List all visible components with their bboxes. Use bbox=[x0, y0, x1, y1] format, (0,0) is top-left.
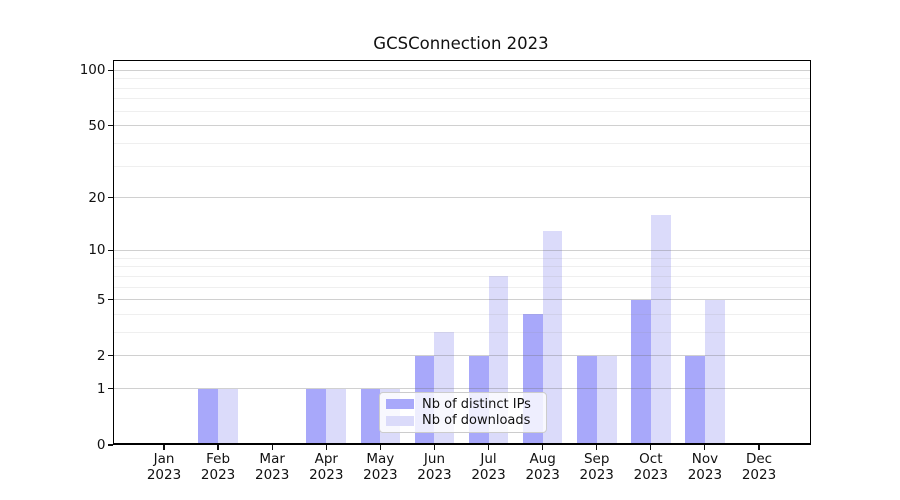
y-tick-label: 1 bbox=[96, 380, 106, 397]
y-tick-label: 5 bbox=[96, 291, 106, 308]
x-tick-mark bbox=[596, 445, 598, 450]
x-tick-mark bbox=[704, 445, 706, 450]
gridline-minor bbox=[112, 165, 811, 167]
x-tick-label: Jul 2023 bbox=[471, 451, 506, 483]
x-tick-label: Mar 2023 bbox=[254, 451, 290, 483]
y-tick-mark bbox=[108, 355, 113, 357]
x-tick-mark bbox=[650, 445, 652, 450]
gridline bbox=[112, 69, 811, 71]
x-tick-mark bbox=[758, 445, 760, 450]
bar-downloads-sep bbox=[596, 355, 617, 445]
y-tick-mark bbox=[108, 69, 113, 71]
chart-title: GCSConnection 2023 bbox=[373, 34, 549, 53]
y-tick-label: 2 bbox=[96, 347, 106, 364]
gridline-minor bbox=[112, 275, 811, 277]
x-tick-mark bbox=[542, 445, 544, 450]
x-tick-mark bbox=[487, 445, 490, 450]
gridline-minor bbox=[112, 98, 811, 100]
y-tick-mark bbox=[108, 249, 113, 251]
x-tick-mark bbox=[163, 445, 165, 450]
bar-distinct-ips-sep bbox=[576, 355, 597, 445]
gridline bbox=[112, 125, 811, 127]
y-tick-mark bbox=[108, 444, 113, 446]
x-tick-mark bbox=[325, 445, 327, 450]
gridline bbox=[112, 388, 811, 390]
x-tick-mark bbox=[433, 445, 436, 450]
y-tick-label: 10 bbox=[88, 242, 106, 259]
y-tick-mark bbox=[108, 388, 113, 390]
gridline-minor bbox=[112, 286, 811, 288]
y-tick-mark bbox=[108, 197, 113, 199]
bar-distinct-ips-apr bbox=[306, 388, 327, 445]
y-tick-label: 100 bbox=[79, 62, 106, 79]
bar-distinct-ips-may bbox=[360, 388, 381, 445]
x-tick-label: Apr 2023 bbox=[309, 451, 344, 483]
gridline bbox=[112, 355, 811, 357]
x-tick-label: Oct 2023 bbox=[633, 451, 668, 483]
gridline bbox=[112, 299, 811, 301]
x-tick-label: May 2023 bbox=[363, 451, 398, 483]
x-tick-label: Jan 2023 bbox=[146, 451, 182, 483]
gridline-minor bbox=[112, 87, 811, 89]
gridline-minor bbox=[112, 142, 811, 144]
gridline-minor bbox=[112, 78, 811, 80]
x-tick-mark bbox=[217, 445, 219, 450]
bar-downloads-feb bbox=[218, 388, 238, 445]
gridline-minor bbox=[112, 331, 811, 333]
bar-distinct-ips-nov bbox=[685, 355, 705, 445]
bar-downloads-nov bbox=[704, 299, 725, 445]
bar-distinct-ips-oct bbox=[631, 299, 651, 445]
x-tick-label: Aug 2023 bbox=[525, 451, 560, 483]
legend-item-distinct-ips: Nb of distinct IPs bbox=[386, 397, 540, 412]
x-tick-label: Nov 2023 bbox=[687, 451, 723, 483]
x-tick-label: Dec 2023 bbox=[741, 451, 777, 483]
legend-swatch-downloads bbox=[386, 415, 414, 426]
y-tick-label: 20 bbox=[88, 189, 106, 206]
bar-downloads-aug bbox=[542, 230, 563, 445]
legend-item-downloads: Nb of downloads bbox=[386, 413, 540, 428]
y-tick-mark bbox=[108, 125, 113, 127]
x-tick-label: Feb 2023 bbox=[200, 451, 236, 483]
legend-swatch-distinct-ips bbox=[386, 399, 414, 410]
x-tick-label: Sep 2023 bbox=[579, 451, 614, 483]
gridline bbox=[112, 197, 811, 199]
gridline bbox=[112, 249, 811, 251]
gridline-minor bbox=[112, 266, 811, 268]
x-tick-mark bbox=[379, 445, 381, 450]
legend-label-downloads: Nb of downloads bbox=[422, 413, 531, 429]
legend-label-distinct-ips: Nb of distinct IPs bbox=[422, 396, 531, 412]
y-tick-label: 50 bbox=[88, 117, 106, 134]
bar-downloads-oct bbox=[650, 214, 671, 445]
gridline-minor bbox=[112, 257, 811, 259]
bar-downloads-apr bbox=[326, 388, 347, 445]
gridline-minor bbox=[112, 313, 811, 315]
x-tick-mark bbox=[271, 445, 273, 450]
x-tick-label: Jun 2023 bbox=[417, 451, 452, 483]
y-tick-label: 0 bbox=[96, 437, 106, 453]
legend: Nb of distinct IPs Nb of downloads bbox=[379, 392, 547, 433]
bar-distinct-ips-feb bbox=[198, 388, 219, 445]
gridline-minor bbox=[112, 110, 811, 112]
y-tick-mark bbox=[108, 298, 113, 301]
